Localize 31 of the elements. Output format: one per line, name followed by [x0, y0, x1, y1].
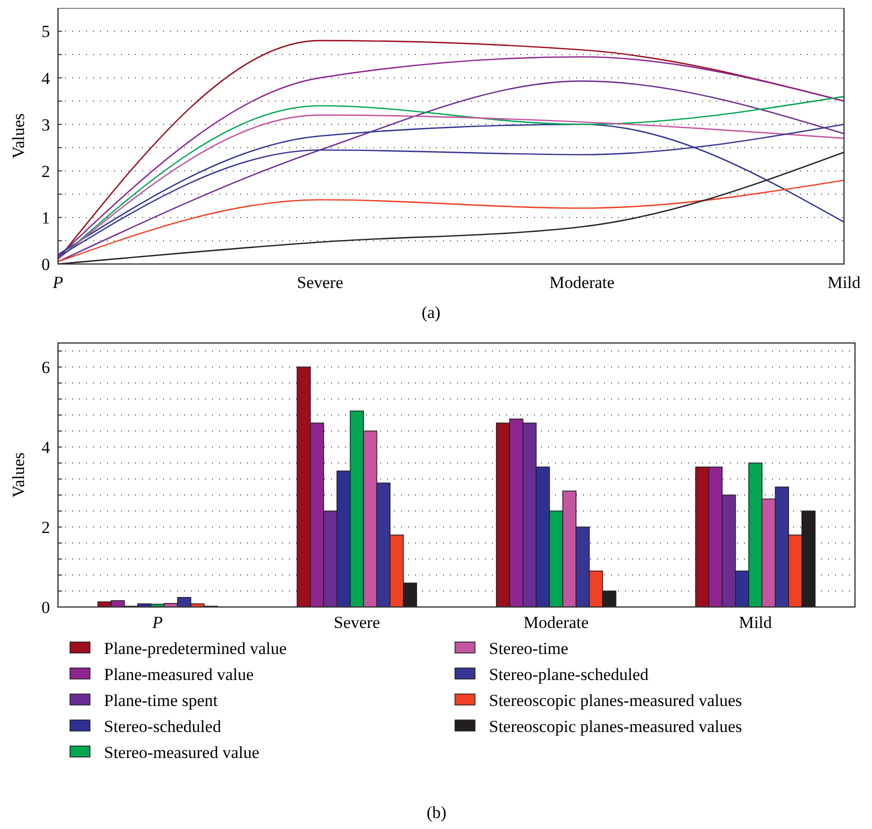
y-tick-label: 0 — [42, 254, 50, 274]
text: (a) — [422, 303, 440, 322]
legend-label: Stereo-measured value — [104, 742, 260, 762]
y-axis-title: Values — [9, 113, 28, 159]
legend-label: Plane-predetermined value — [104, 638, 287, 658]
y-axis-title: Values — [9, 452, 28, 498]
x-tick-label: Mild — [738, 613, 772, 632]
legend-label: Stereo-time — [489, 638, 568, 658]
legend-label: Stereoscopic planes-measured values — [489, 690, 742, 710]
x-tick-label: Mild — [827, 273, 862, 292]
y-tick-label: 2 — [42, 162, 50, 181]
y-tick-label: 4 — [42, 68, 50, 88]
y-tick-label: 3 — [42, 115, 50, 134]
text: (b) — [426, 803, 446, 822]
x-tick-label: P — [52, 273, 64, 292]
y-tick-label: 0 — [42, 598, 50, 617]
y-tick-label: 1 — [42, 208, 50, 228]
legend-label: Plane-time spent — [104, 690, 218, 710]
x-tick-label: Severe — [334, 613, 380, 632]
legend-label: Plane-measured value — [104, 664, 254, 684]
y-tick-label: 2 — [42, 518, 50, 537]
x-tick-label: P — [151, 613, 163, 632]
legend-label: Stereo-scheduled — [104, 716, 222, 736]
y-tick-label: 6 — [42, 358, 50, 377]
x-tick-label: Moderate — [524, 613, 589, 632]
legend-label: Stereoscopic planes-measured values — [489, 716, 742, 736]
y-tick-label: 5 — [42, 22, 50, 42]
legend-label: Stereo-plane-scheduled — [489, 664, 650, 684]
x-tick-label: Moderate — [549, 273, 615, 292]
y-tick-label: 4 — [42, 438, 50, 457]
x-tick-label: Severe — [296, 273, 344, 292]
